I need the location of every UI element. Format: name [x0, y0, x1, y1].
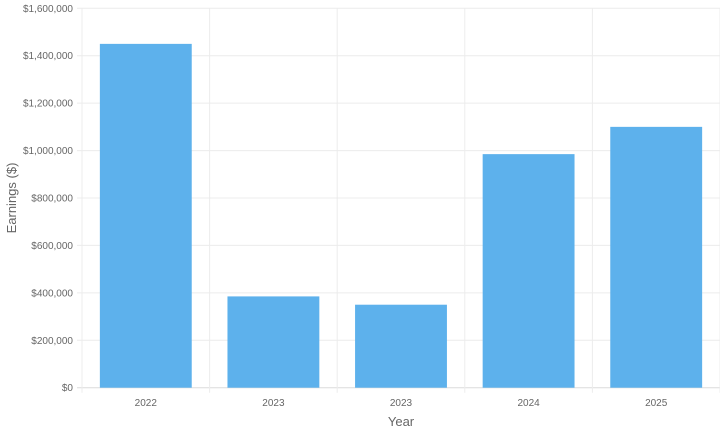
bar-2023	[227, 296, 320, 388]
y-tick-label: $200,000	[31, 336, 73, 347]
x-axis-label: Year	[388, 414, 415, 429]
y-tick-label: $1,000,000	[23, 146, 73, 157]
bar-2025	[610, 126, 703, 388]
y-tick-label: $1,600,000	[23, 4, 73, 15]
x-tick-label: 2022	[135, 398, 158, 409]
y-tick-label: $1,200,000	[23, 99, 73, 110]
x-tick-label: 2024	[517, 398, 540, 409]
y-tick-labels: $0 $200,000 $400,000 $600,000 $800,000 $1,000…	[23, 4, 73, 394]
bar-2023	[355, 304, 447, 388]
y-tick-label: $400,000	[31, 288, 73, 299]
y-tick-label: $800,000	[31, 194, 73, 205]
y-tick-label: $1,400,000	[23, 51, 73, 62]
x-tick-label: 2023	[390, 398, 413, 409]
bars	[99, 43, 703, 388]
y-tick-label: $600,000	[31, 241, 73, 252]
x-tick-label: 2025	[645, 398, 668, 409]
y-tick-label: $0	[62, 383, 74, 394]
y-axis-label: Earnings ($)	[4, 163, 19, 234]
x-tick-labels: 2022 2023 2023 2024 2025	[135, 398, 668, 409]
bar-2022	[99, 43, 192, 388]
bar-2024	[482, 154, 575, 388]
x-tick-label: 2023	[262, 398, 285, 409]
